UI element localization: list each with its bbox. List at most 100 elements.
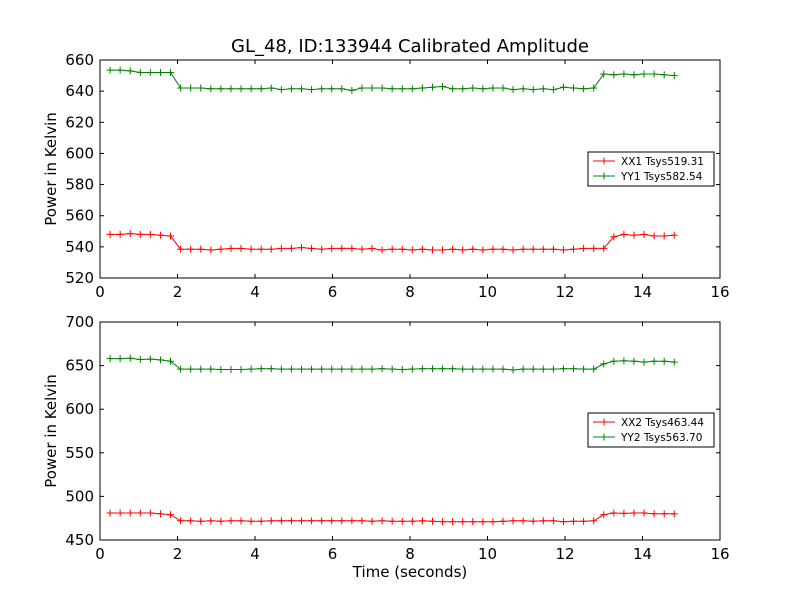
plot-0-series-1-point: [469, 84, 477, 92]
plot-0-series-1-point: [217, 85, 225, 93]
plot-1-series-1-point: [257, 365, 265, 373]
plot-1-series-0-point: [267, 517, 275, 525]
plot-1-series-0-point: [237, 517, 245, 525]
plot-0-series-1-point: [630, 71, 638, 79]
plot-0-series-1-point: [570, 84, 578, 92]
plot-1-series-1-point: [570, 365, 578, 373]
plot-0-series-1-point: [167, 68, 175, 76]
plot-0-series-0-point: [348, 244, 356, 252]
plot-0-series-1-point: [207, 85, 215, 93]
plot-1-xtick-label: 14: [633, 545, 652, 563]
plot-0-series-0-point: [328, 244, 336, 252]
plot-1-series-0-point: [449, 518, 457, 526]
plot-0-series-1-point: [590, 84, 598, 92]
plot-1-series-0-point: [408, 517, 416, 525]
plot-0-series-1-point: [620, 70, 628, 78]
plot-0-series-1-point: [338, 85, 346, 93]
plot-0-series-0-point: [570, 245, 578, 253]
plot-0-xtick-label: 2: [173, 283, 183, 301]
plot-0-series-1-point: [237, 85, 245, 93]
plot-0-series-0-point: [378, 246, 386, 254]
plot-0-series-1-point: [287, 85, 295, 93]
plot-0-series-0-point: [590, 244, 598, 252]
plot-1-series-1-point: [187, 365, 195, 373]
plot-1-series-1-point: [378, 365, 386, 373]
plot-1-series-1-point: [519, 365, 527, 373]
plot-1-series-1-point: [247, 365, 255, 373]
plot-1-ytick-label: 600: [65, 400, 94, 418]
plot-0-xtick-label: 6: [328, 283, 338, 301]
plot-0-series-0-point: [277, 244, 285, 252]
plot-0-series-0-point: [106, 230, 114, 238]
plot-0-series-1-point: [368, 84, 376, 92]
plot-0-series-0-point: [559, 246, 567, 254]
plot-1-series-1-point: [449, 365, 457, 373]
plot-0-series-0-point: [418, 245, 426, 253]
plot-0-series-0-point: [338, 244, 346, 252]
plot-0-legend-label: YY1 Tsys582.54: [620, 171, 703, 183]
plot-1-series-1-point: [418, 365, 426, 373]
plot-0-series-0-point: [428, 246, 436, 254]
plot-0-ytick-label: 540: [65, 238, 94, 256]
plot-1-legend-item: XX2 Tsys463.44: [593, 417, 704, 429]
plot-0-series-0-point: [318, 245, 326, 253]
plot-0-legend-label: XX1 Tsys519.31: [621, 156, 704, 168]
plot-1-legend-label: YY2 Tsys563.70: [620, 432, 702, 444]
plot-0-series-1-point: [600, 70, 608, 78]
plot-1-series-1-point: [610, 357, 618, 365]
plot-0-xtick-label: 4: [250, 283, 260, 301]
plot-1-xtick-label: 12: [555, 545, 574, 563]
plot-1-xtick-label: 4: [250, 545, 260, 563]
plot-1-series-0-point: [328, 517, 336, 525]
plot-1-series-1-point: [136, 355, 144, 363]
plot-0-series-0-point: [207, 246, 215, 254]
plot-1-series-1-point: [156, 356, 164, 364]
plot-1-legend-item: YY2 Tsys563.70: [593, 432, 702, 444]
plot-1-series-1-point: [146, 355, 154, 363]
plot-0-series-0-point: [298, 244, 305, 252]
plot-0-series-0-point: [539, 245, 547, 253]
plot-1-series-0-point: [529, 517, 537, 525]
plot-1-series-1-point: [650, 357, 658, 365]
plot-1-xtick-label: 6: [328, 545, 338, 563]
plot-1-series-0-point: [197, 517, 205, 525]
plot-1-series-0-point: [116, 509, 124, 517]
plot-1-ytick-label: 550: [65, 444, 94, 462]
plot-1-series-1-point: [388, 365, 396, 373]
plot-1-series-1-point: [640, 358, 648, 366]
plot-1-series-0-point: [287, 517, 295, 525]
plot-1-series-1-point: [630, 357, 638, 365]
plot-1-series-0-point: [620, 509, 628, 517]
plot-1-series-0-point: [298, 517, 305, 525]
plot-1-series-1-point: [298, 365, 305, 373]
plot-1-series-0-point: [549, 517, 557, 525]
plot-1-series-0-point: [559, 518, 567, 526]
plot-0-series-1-point: [187, 84, 195, 92]
plot-0-series-1-point: [408, 85, 416, 93]
plot-1-series-1-point: [308, 365, 316, 373]
plot-0-ytick-label: 660: [65, 51, 94, 69]
plot-1-series-0-point: [418, 517, 426, 525]
plot-0-legend-box: [587, 151, 715, 187]
plot-0-series-1-point: [670, 72, 678, 80]
plot-1-series-1-point: [318, 365, 326, 373]
plot-1-series-1-point: [559, 365, 567, 373]
plot-0-series-0-point: [630, 231, 638, 239]
plot-1-series-0-point: [630, 509, 638, 517]
plot-0-series-0-point: [650, 232, 658, 240]
plot-0-series-0-point: [368, 244, 376, 252]
plot-1-xtick-label: 16: [710, 545, 729, 563]
plot-1-xtick-label: 2: [173, 545, 183, 563]
plot-0-series-0-point: [439, 246, 447, 254]
plot-1-series-0-point: [136, 509, 144, 517]
plot-0-series-0-point: [549, 245, 557, 253]
plot-0-series-1-point: [328, 85, 336, 93]
plot-1-series-0-point: [600, 511, 608, 519]
plot-1-series-1-point: [398, 366, 406, 374]
plot-0-series-0-point: [126, 230, 134, 238]
plot-1-xlabel: Time (seconds): [352, 563, 468, 581]
plot-0-series-0-point: [499, 245, 507, 253]
plot-0-series-1-point: [116, 66, 124, 74]
plot-0-series-0-point: [398, 245, 406, 253]
plot-1-series-1-point: [428, 365, 436, 373]
